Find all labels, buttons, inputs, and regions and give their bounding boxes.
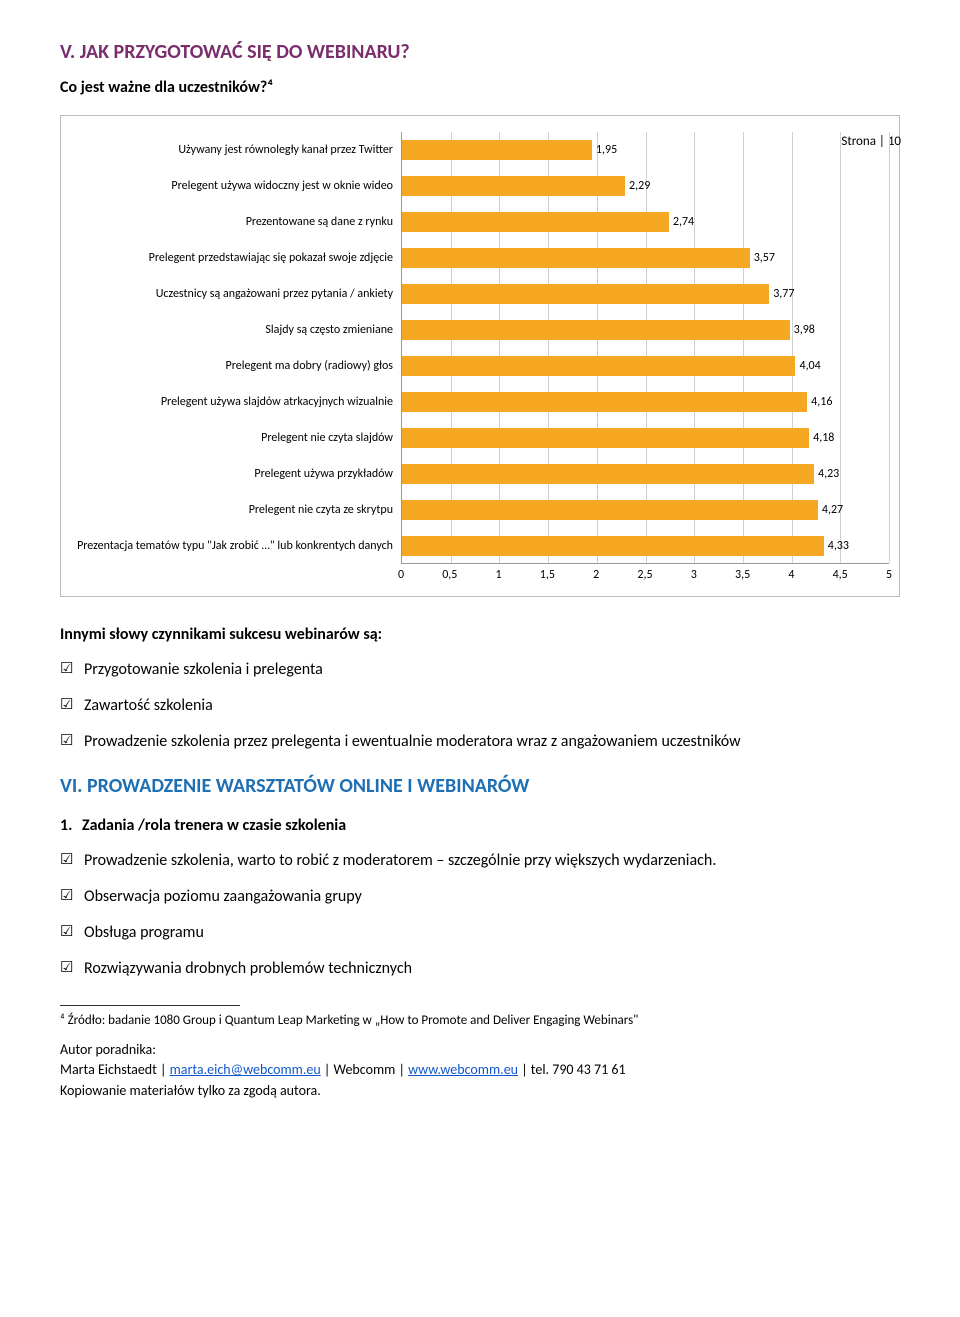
list-item: Prowadzenie szkolenia, warto to robić z … [60, 849, 900, 873]
chart-bar-row: 3,77 [402, 276, 889, 312]
chart-bar-value: 4,16 [811, 395, 832, 409]
list-item: Obsługa programu [60, 921, 900, 945]
chart-bar-label: Używany jest równoległy kanał przez Twit… [71, 132, 401, 168]
list-item: Rozwiązywania drobnych problemów technic… [60, 957, 900, 981]
chart-bar-value: 2,29 [629, 179, 650, 193]
chart-inner: Używany jest równoległy kanał przez Twit… [71, 132, 889, 586]
chart-x-tick: 2,5 [637, 568, 652, 582]
chart-bar-label: Prelegent używa przykładów [71, 456, 401, 492]
subsection-1-heading: 1. Zadania /rola trenera w czasie szkole… [60, 816, 900, 835]
chart-bar-row: 3,98 [402, 312, 889, 348]
chart-plot: 1,95 2,29 2,74 3,57 3,77 3,98 4,04 4,16 4,18 4,23… [401, 132, 889, 586]
chart-plot-area: 1,95 2,29 2,74 3,57 3,77 3,98 4,04 4,16 4,18 4,23… [401, 132, 889, 564]
section-heading-v: V. JAK PRZYGOTOWAĆ SIĘ DO WEBINARU? [60, 40, 900, 64]
chart-bar-row: 4,16 [402, 384, 889, 420]
footer-author-label: Autor poradnika: [60, 1040, 900, 1060]
section-subtitle: Co jest ważne dla uczestników?⁴ [60, 78, 900, 97]
chart-bar [402, 140, 592, 160]
footer-copyright: Kopiowanie materiałów tylko za zgodą aut… [60, 1081, 900, 1101]
chart-bar-label: Slajdy są często zmieniane [71, 312, 401, 348]
footer-author-line: Marta Eichstaedt | marta.eich@webcomm.eu… [60, 1060, 900, 1080]
footnote-text: ⁴ Źródło: badanie 1080 Group i Quantum L… [60, 1012, 900, 1030]
chart-bar-value: 4,23 [818, 467, 839, 481]
chart-bar-row: 2,74 [402, 204, 889, 240]
chart-bar-row: 3,57 [402, 240, 889, 276]
chart-bar-label: Uczestnicy są angażowani przez pytania /… [71, 276, 401, 312]
chart-bar-row: 4,04 [402, 348, 889, 384]
chart-bar-value: 4,18 [813, 431, 834, 445]
chart-bar-row: 1,95 [402, 132, 889, 168]
chart-gridline [889, 132, 890, 563]
subsection-number: 1. [60, 816, 72, 835]
chart-x-tick: 0,5 [442, 568, 457, 582]
chart-bar [402, 248, 750, 268]
chart-x-tick: 1,5 [540, 568, 555, 582]
chart-container: Strona | 10 Używany jest równoległy kana… [60, 115, 900, 597]
chart-x-tick: 4 [788, 568, 794, 582]
chart-bar-row: 2,29 [402, 168, 889, 204]
chart-x-tick: 5 [886, 568, 892, 582]
summary-intro: Innymi słowy czynnikami sukcesu webinaró… [60, 625, 900, 644]
chart-bar-label: Prelegent przedstawiając się pokazał swo… [71, 240, 401, 276]
chart-bar-value: 4,27 [822, 503, 843, 517]
chart-x-axis: 0 0,5 1 1,5 2 2,5 3 3,5 4 4,5 5 [401, 564, 889, 586]
chart-bar-value: 1,95 [596, 143, 617, 157]
section-heading-vi: VI. PROWADZENIE WARSZTATÓW ONLINE I WEBI… [60, 774, 900, 798]
chart-bar [402, 392, 807, 412]
tasks-list: Prowadzenie szkolenia, warto to robić z … [60, 849, 900, 981]
chart-bar-label: Prelegent używa slajdów atrkacyjnych wiz… [71, 384, 401, 420]
chart-bar-row: 4,33 [402, 528, 889, 564]
chart-y-labels: Używany jest równoległy kanał przez Twit… [71, 132, 401, 586]
chart-bar [402, 464, 814, 484]
list-item: Obserwacja poziomu zaangażowania grupy [60, 885, 900, 909]
chart-bar-label: Prelegent ma dobry (radiowy) głos [71, 348, 401, 384]
list-item: Zawartość szkolenia [60, 694, 900, 718]
chart-bar-row: 4,18 [402, 420, 889, 456]
chart-bar-value: 2,74 [673, 215, 694, 229]
chart-x-tick: 3,5 [735, 568, 750, 582]
chart-x-tick: 4,5 [833, 568, 848, 582]
page-footer: Autor poradnika: Marta Eichstaedt | mart… [60, 1040, 900, 1101]
summary-list: Przygotowanie szkolenia i prelegenta Zawa… [60, 658, 900, 754]
chart-bar-value: 3,98 [794, 323, 815, 337]
footer-sep: | Webcomm | [321, 1061, 408, 1078]
chart-x-tick: 3 [691, 568, 697, 582]
chart-bar-label: Prelegent nie czyta ze skrytpu [71, 492, 401, 528]
chart-bar [402, 536, 824, 556]
chart-bar-value: 3,77 [773, 287, 794, 301]
chart-bar [402, 428, 809, 448]
subsection-title: Zadania /rola trenera w czasie szkolenia [82, 816, 346, 835]
footer-sep: | [157, 1061, 170, 1078]
chart-bar [402, 500, 818, 520]
chart-bar [402, 212, 669, 232]
chart-bar-label: Prelegent używa widoczny jest w oknie wi… [71, 168, 401, 204]
chart-bar [402, 284, 769, 304]
footer-author-name: Marta Eichstaedt [60, 1061, 157, 1078]
chart-bar-value: 4,33 [828, 539, 849, 553]
chart-x-tick: 1 [496, 568, 502, 582]
chart-bar-value: 3,57 [754, 251, 775, 265]
chart-x-tick: 2 [593, 568, 599, 582]
chart-bar-row: 4,27 [402, 492, 889, 528]
chart-bar-row: 4,23 [402, 456, 889, 492]
footer-email-link[interactable]: marta.eich@webcomm.eu [170, 1061, 321, 1078]
chart-x-tick: 0 [398, 568, 404, 582]
footer-tel: | tel. 790 43 71 61 [518, 1061, 626, 1078]
chart-bar-value: 4,04 [799, 359, 820, 373]
chart-bar [402, 356, 795, 376]
chart-bar [402, 320, 790, 340]
list-item: Przygotowanie szkolenia i prelegenta [60, 658, 900, 682]
footer-url-link[interactable]: www.webcomm.eu [408, 1061, 518, 1078]
list-item: Prowadzenie szkolenia przez prelegenta i… [60, 730, 900, 754]
chart-bar [402, 176, 625, 196]
chart-bar-label: Prezentowane są dane z rynku [71, 204, 401, 240]
footnote-separator [60, 1005, 240, 1006]
chart-bar-label: Prelegent nie czyta slajdów [71, 420, 401, 456]
chart-bar-label: Prezentacja tematów typu "Jak zrobić …" … [71, 528, 401, 564]
